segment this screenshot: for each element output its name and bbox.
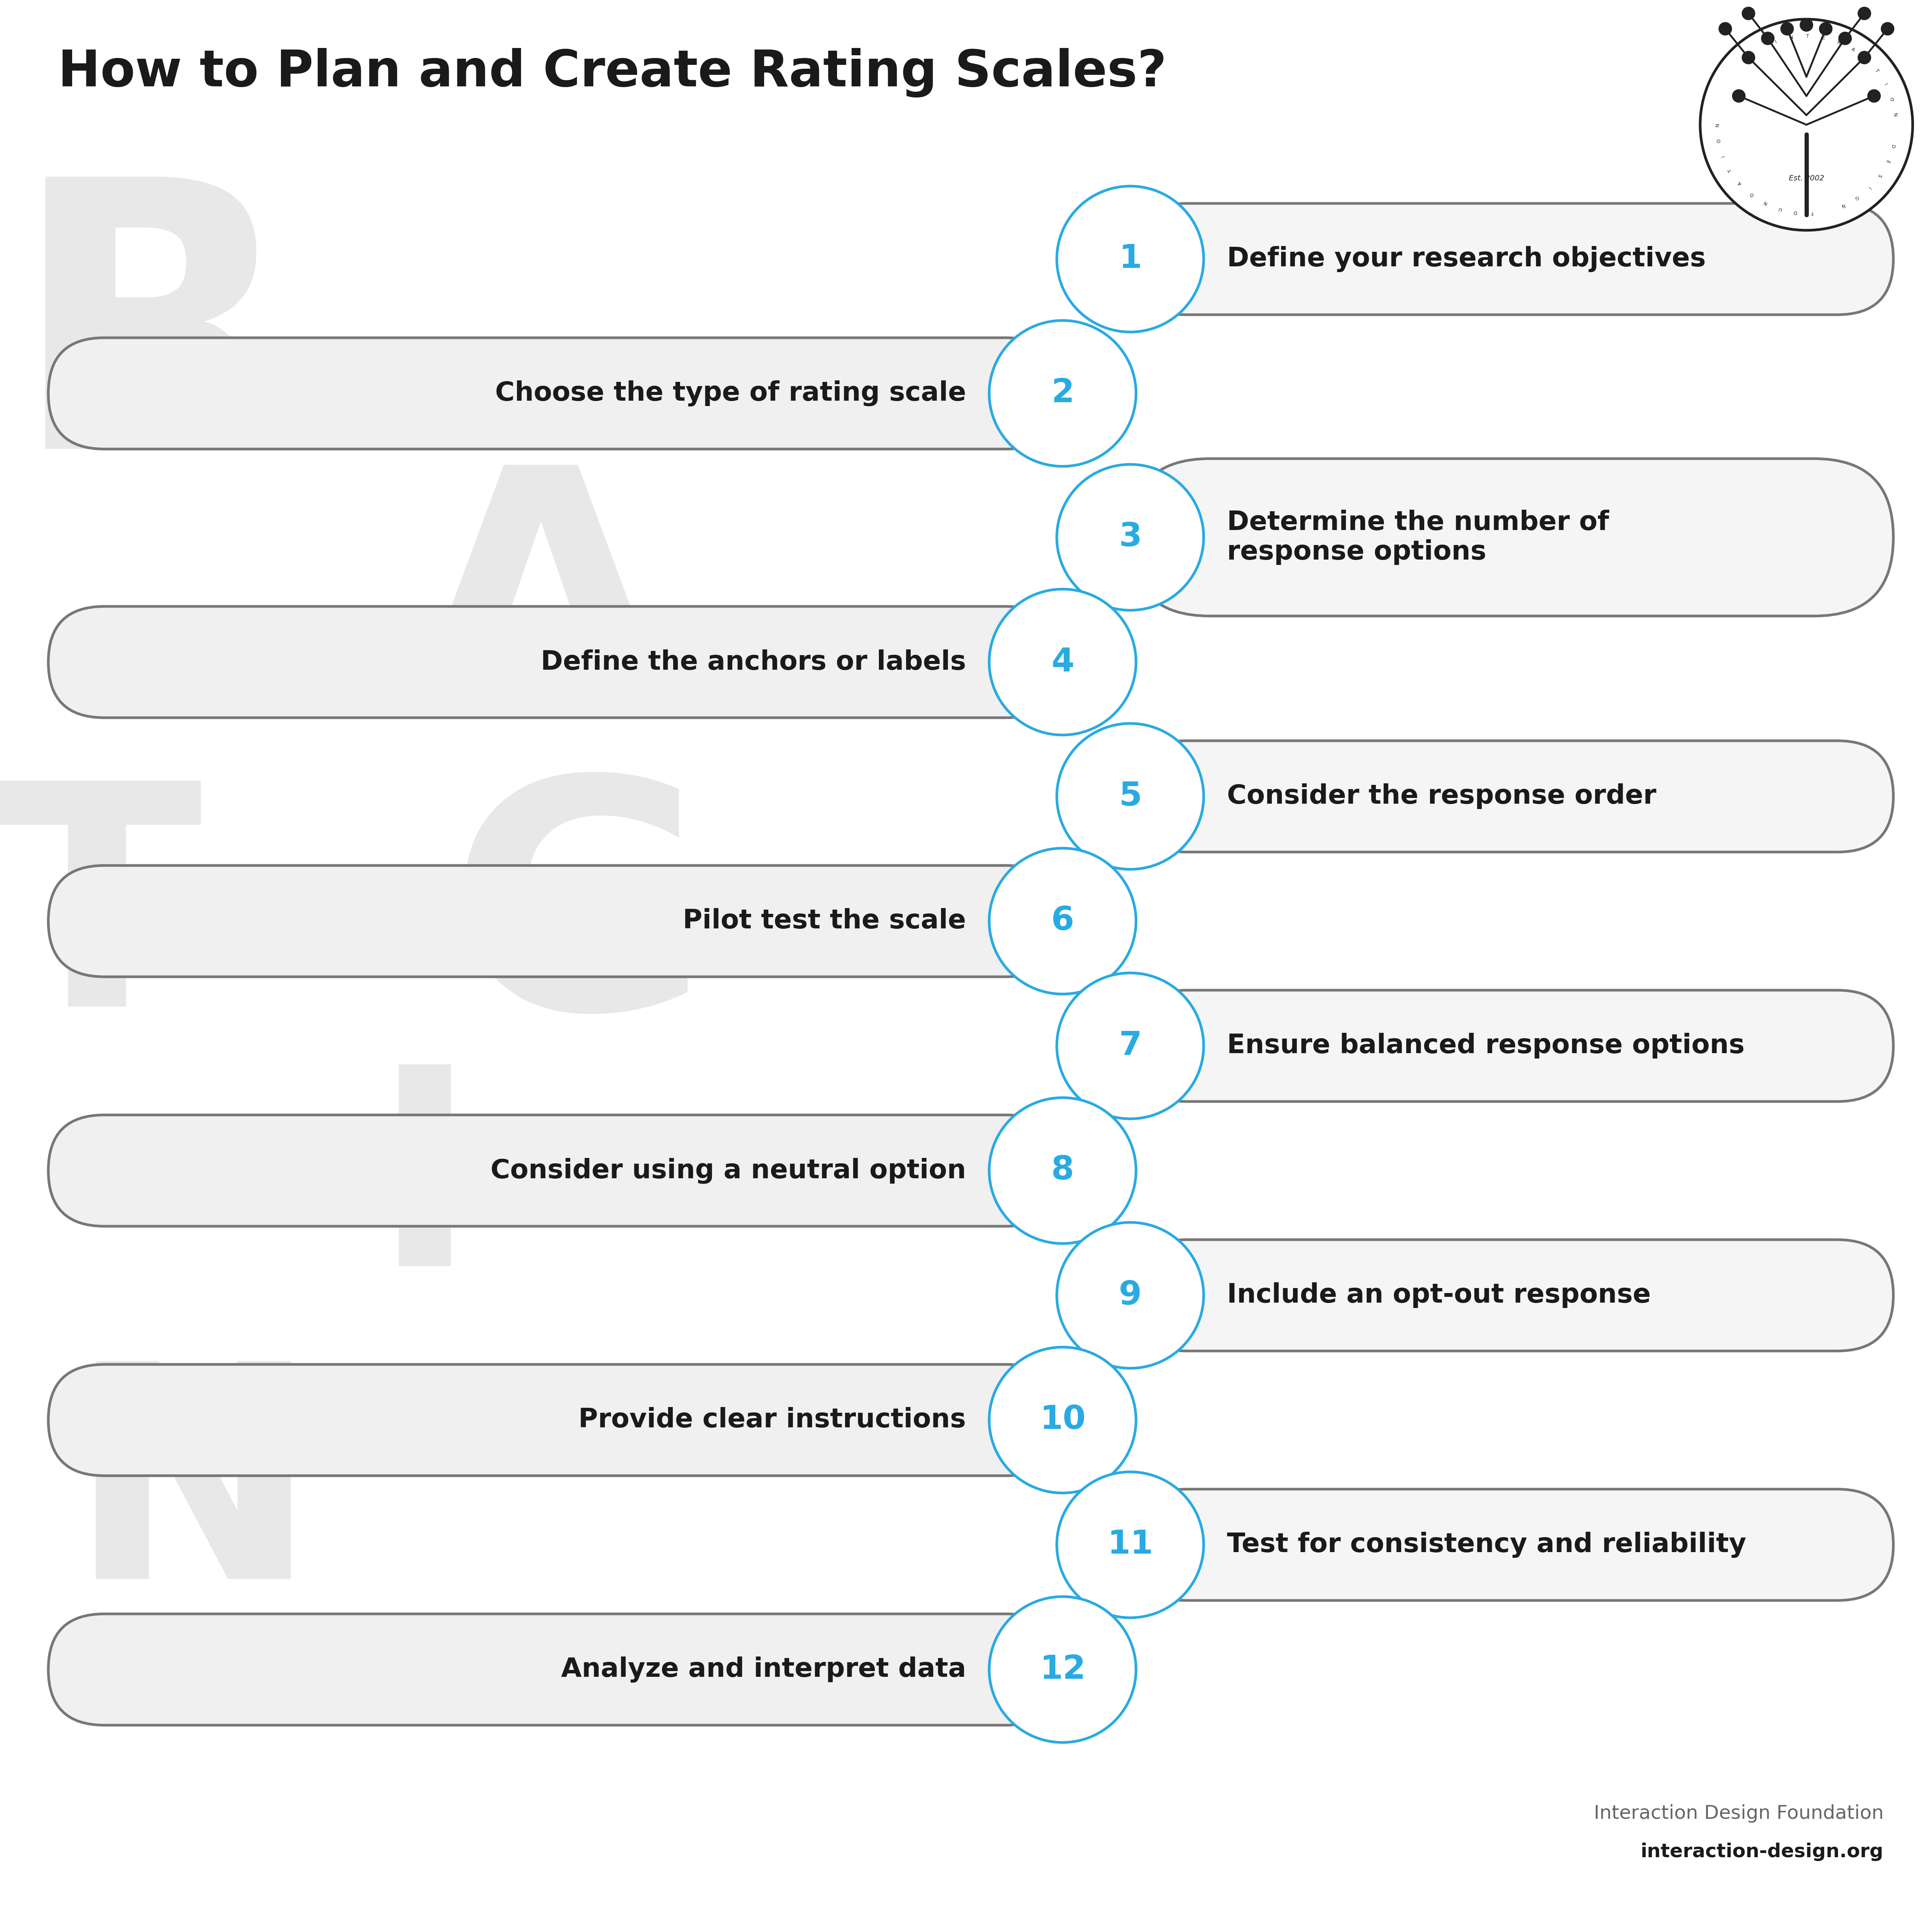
- Circle shape: [1781, 21, 1795, 35]
- Text: Define your research objectives: Define your research objectives: [1227, 246, 1706, 272]
- Circle shape: [989, 1597, 1136, 1742]
- Text: 8: 8: [1051, 1155, 1074, 1186]
- Text: T: T: [0, 771, 203, 1071]
- Circle shape: [989, 1347, 1136, 1493]
- Text: 7: 7: [1119, 1031, 1142, 1061]
- Text: 11: 11: [1107, 1529, 1153, 1560]
- Text: I: I: [1774, 38, 1777, 44]
- Circle shape: [1859, 6, 1870, 19]
- Text: 1: 1: [1119, 244, 1142, 274]
- FancyBboxPatch shape: [1130, 990, 1893, 1102]
- Text: N: N: [1839, 201, 1845, 209]
- Circle shape: [1820, 21, 1832, 35]
- FancyBboxPatch shape: [1130, 203, 1893, 315]
- Text: N: N: [1762, 200, 1768, 205]
- Text: O: O: [1889, 96, 1895, 102]
- Circle shape: [1700, 19, 1913, 230]
- Circle shape: [1882, 21, 1893, 35]
- FancyBboxPatch shape: [48, 1364, 1063, 1476]
- Text: R: R: [1837, 40, 1841, 46]
- Circle shape: [1859, 50, 1870, 63]
- Text: E: E: [1822, 35, 1826, 40]
- Text: Analyze and interpret data: Analyze and interpret data: [560, 1656, 966, 1683]
- Text: N: N: [68, 1353, 319, 1641]
- Text: I: I: [1884, 83, 1888, 86]
- Text: 10: 10: [1039, 1405, 1086, 1435]
- Text: O: O: [1716, 138, 1721, 142]
- Text: How to Plan and Create Rating Scales?: How to Plan and Create Rating Scales?: [58, 48, 1167, 98]
- Text: A: A: [1851, 46, 1857, 52]
- Text: D: D: [1889, 144, 1895, 150]
- Circle shape: [989, 1098, 1136, 1244]
- Text: I: I: [373, 1055, 477, 1324]
- Text: I: I: [1866, 186, 1870, 190]
- Circle shape: [1762, 31, 1776, 44]
- FancyBboxPatch shape: [48, 1115, 1063, 1226]
- Circle shape: [1057, 186, 1204, 332]
- Text: Provide clear instructions: Provide clear instructions: [578, 1407, 966, 1433]
- Circle shape: [1743, 6, 1754, 19]
- Text: A: A: [413, 455, 668, 773]
- Circle shape: [989, 320, 1136, 466]
- Text: Consider the response order: Consider the response order: [1227, 783, 1656, 810]
- Text: 5: 5: [1119, 781, 1142, 812]
- FancyBboxPatch shape: [1130, 459, 1893, 616]
- Text: N: N: [1716, 123, 1719, 127]
- Text: E: E: [1884, 159, 1889, 163]
- Circle shape: [1733, 88, 1747, 102]
- Text: Pilot test the scale: Pilot test the scale: [682, 908, 966, 935]
- Text: 4: 4: [1051, 647, 1074, 677]
- Text: T: T: [1874, 69, 1880, 73]
- Circle shape: [1868, 88, 1882, 102]
- Circle shape: [1057, 464, 1204, 610]
- Text: Test for consistency and reliability: Test for consistency and reliability: [1227, 1531, 1747, 1558]
- FancyBboxPatch shape: [48, 865, 1063, 977]
- FancyBboxPatch shape: [48, 338, 1063, 449]
- Text: Est. 2002: Est. 2002: [1789, 175, 1824, 182]
- Text: N: N: [1789, 35, 1793, 40]
- Text: 9: 9: [1119, 1280, 1142, 1311]
- Text: U: U: [1777, 205, 1781, 211]
- Text: R: R: [12, 165, 298, 526]
- Text: Determine the number of
response options: Determine the number of response options: [1227, 510, 1609, 564]
- Circle shape: [1057, 1472, 1204, 1618]
- Circle shape: [1719, 21, 1731, 35]
- Circle shape: [989, 848, 1136, 994]
- Text: interaction-design.org: interaction-design.org: [1640, 1842, 1884, 1861]
- Circle shape: [1743, 50, 1754, 63]
- Text: O: O: [1793, 209, 1797, 215]
- Circle shape: [989, 589, 1136, 735]
- Text: Define the anchors or labels: Define the anchors or labels: [541, 649, 966, 675]
- Text: Interaction Design Foundation: Interaction Design Foundation: [1594, 1804, 1884, 1823]
- Text: F: F: [1810, 211, 1812, 215]
- Circle shape: [1057, 1222, 1204, 1368]
- Text: I: I: [1721, 154, 1725, 157]
- Text: T: T: [1806, 35, 1808, 38]
- Text: N: N: [1891, 113, 1897, 117]
- Text: G: G: [1853, 194, 1859, 201]
- Text: 2: 2: [1051, 378, 1074, 409]
- Text: 6: 6: [1051, 906, 1074, 936]
- Circle shape: [1057, 973, 1204, 1119]
- FancyBboxPatch shape: [1130, 741, 1893, 852]
- Text: 12: 12: [1039, 1654, 1086, 1685]
- Text: Consider using a neutral option: Consider using a neutral option: [491, 1157, 966, 1184]
- FancyBboxPatch shape: [1130, 1489, 1893, 1600]
- Circle shape: [1839, 31, 1851, 44]
- Circle shape: [1801, 17, 1812, 31]
- Text: C: C: [1862, 56, 1868, 61]
- FancyBboxPatch shape: [48, 606, 1063, 718]
- Circle shape: [1057, 723, 1204, 869]
- Text: Include an opt-out response: Include an opt-out response: [1227, 1282, 1650, 1309]
- Text: S: S: [1876, 173, 1882, 178]
- Text: Choose the type of rating scale: Choose the type of rating scale: [495, 380, 966, 407]
- Text: T: T: [1727, 167, 1733, 173]
- Text: Ensure balanced response options: Ensure balanced response options: [1227, 1032, 1745, 1059]
- Text: G: G: [448, 766, 711, 1077]
- FancyBboxPatch shape: [48, 1614, 1063, 1725]
- Text: A: A: [1737, 180, 1743, 186]
- FancyBboxPatch shape: [1130, 1240, 1893, 1351]
- Text: D: D: [1748, 192, 1754, 198]
- Text: 3: 3: [1119, 522, 1142, 553]
